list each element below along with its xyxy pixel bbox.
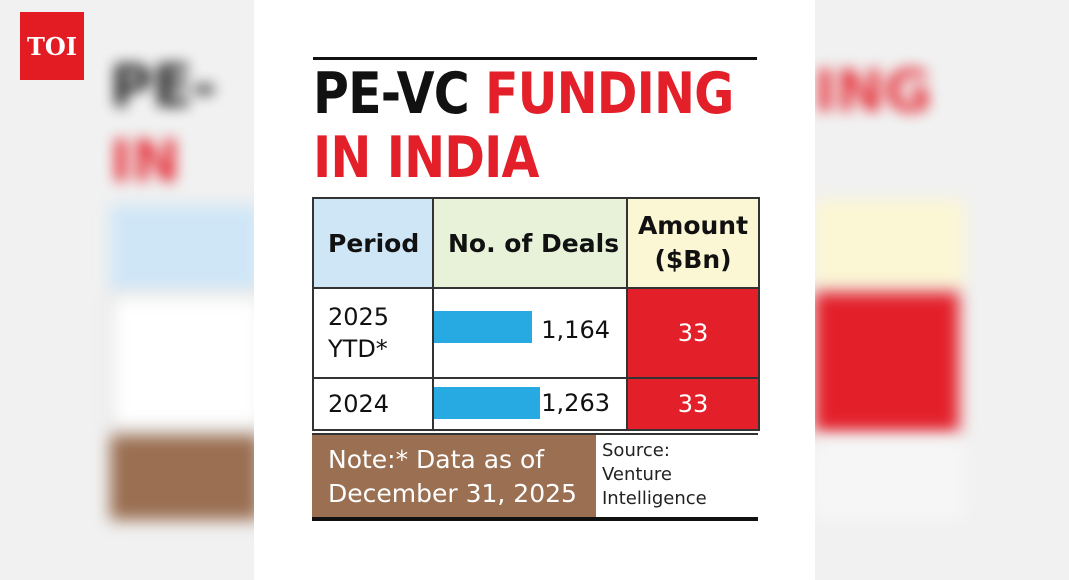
ghost-rows [110,295,260,429]
ghost-source [814,440,964,520]
deals-bar [434,387,540,419]
table-row: 2025 YTD* 1,164 33 [312,287,760,379]
source-credit: Source: Venture Intelligence [602,439,758,511]
header-deals: No. of Deals [432,197,628,289]
row-deals-cell: 1,164 [432,287,628,379]
deals-table: Period No. of Deals Amount ($Bn) 2025 YT… [312,197,760,431]
footnote-line1: Note:* Data as of [328,445,545,474]
ghost-amount-cells [814,292,959,432]
row-period-line1: 2024 [328,390,390,418]
footer: Note:* Data as of December 31, 2025 Sour… [312,433,758,521]
table-row: 2024 1,263 33 [312,377,760,431]
bottom-rule [312,517,758,521]
ghost-title-right: ING [814,57,932,125]
toi-logo[interactable]: TOI [20,12,84,80]
row-amount: 33 [626,287,760,379]
row-period-line2: YTD* [328,335,388,363]
title-part2: FUNDING [485,61,734,127]
title-part1: PE-VC [313,61,470,127]
row-period: 2025 YTD* [312,287,434,379]
header-period: Period [312,197,434,289]
deals-label: 1,164 [541,316,610,344]
blurred-background-left: PE- IN [0,0,260,580]
ghost-note [110,435,260,520]
title-part3: IN INDIA [313,125,539,191]
source-line2: Venture [602,464,672,485]
header-amount-line2: ($Bn) [654,245,732,274]
footnote-line2: December 31, 2025 [328,479,577,508]
row-period-line1: 2025 [328,303,390,331]
row-amount: 33 [626,377,760,431]
deals-label: 1,263 [541,389,610,417]
ghost-header [110,205,260,290]
row-deals-cell: 1,263 [432,377,628,431]
blurred-background-right: ING [814,0,1069,580]
row-period: 2024 [312,377,434,431]
ghost-amount-header [814,200,964,288]
ghost-title-red: IN [110,127,181,195]
footnote: Note:* Data as of December 31, 2025 [312,435,596,519]
deals-bar [434,311,532,343]
top-rule [313,57,757,60]
infographic-card: PE-VC FUNDING IN INDIA Period No. of Dea… [254,0,815,580]
table-header-row: Period No. of Deals Amount ($Bn) [312,197,760,289]
ghost-title: PE- [110,52,217,120]
chart-title: PE-VC FUNDING IN INDIA [313,61,734,191]
source-line1: Source: [602,440,670,461]
header-amount: Amount ($Bn) [626,197,760,289]
header-amount-line1: Amount [637,211,749,240]
source-line3: Intelligence [602,488,707,509]
